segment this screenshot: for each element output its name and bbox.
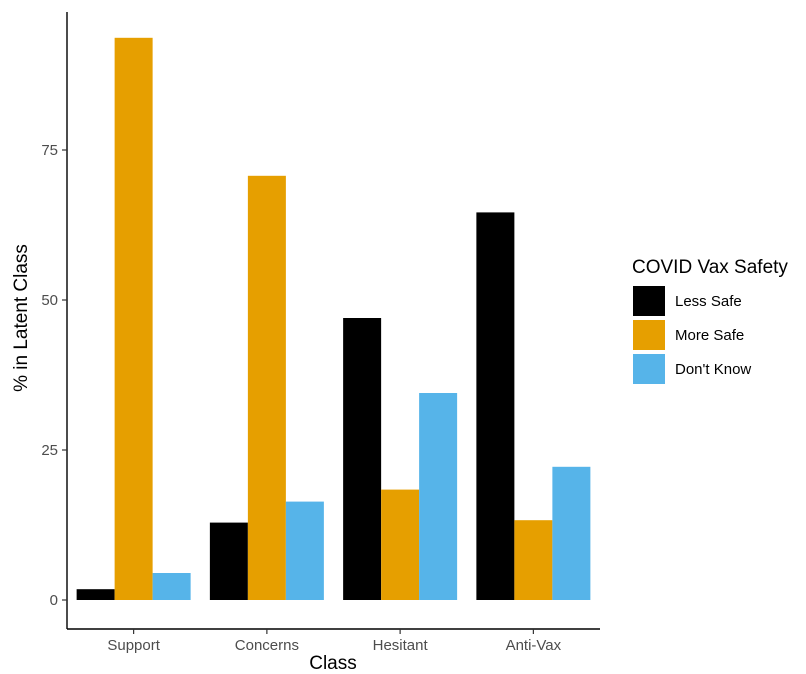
- x-axis-title: Class: [309, 653, 357, 674]
- y-tick-label: 75: [41, 142, 58, 159]
- legend-key-less-safe: [633, 286, 665, 316]
- y-axis-title: % in Latent Class: [11, 244, 32, 392]
- bar-anti-vax-less-safe: [476, 212, 515, 600]
- bar-hesitant-don-t-know: [419, 393, 458, 600]
- bar-hesitant-less-safe: [343, 318, 382, 600]
- bar-hesitant-more-safe: [381, 489, 420, 600]
- legend-label: Less Safe: [675, 293, 742, 310]
- bar-anti-vax-more-safe: [514, 520, 553, 600]
- axes-layer: [66, 12, 600, 630]
- legend-title: COVID Vax Safety: [632, 257, 788, 278]
- legend: COVID Vax Safety Less Safe More Safe Don't…: [632, 257, 788, 384]
- bar-concerns-don-t-know: [285, 501, 324, 600]
- bar-concerns-more-safe: [247, 175, 286, 601]
- x-tick-label: Support: [107, 637, 160, 654]
- bar-support-less-safe: [76, 589, 115, 600]
- x-tick-label: Hesitant: [373, 637, 429, 654]
- legend-key-more-safe: [633, 320, 665, 350]
- y-tick-label: 50: [41, 292, 58, 309]
- x-ticks: Support Concerns Hesitant Anti-Vax: [107, 629, 562, 654]
- x-tick-label: Concerns: [235, 637, 299, 654]
- legend-key-don-t-know: [633, 354, 665, 384]
- bars-layer: [76, 37, 591, 601]
- bar-support-don-t-know: [152, 573, 191, 600]
- y-ticks: 0 25 50 75: [41, 142, 67, 609]
- legend-label: More Safe: [675, 327, 744, 344]
- y-tick-label: 25: [41, 442, 58, 459]
- bar-concerns-less-safe: [209, 522, 248, 600]
- legend-label: Don't Know: [675, 361, 751, 378]
- y-tick-label: 0: [50, 592, 58, 609]
- bar-support-more-safe: [114, 37, 153, 601]
- x-tick-label: Anti-Vax: [506, 637, 562, 654]
- bar-anti-vax-don-t-know: [552, 466, 591, 600]
